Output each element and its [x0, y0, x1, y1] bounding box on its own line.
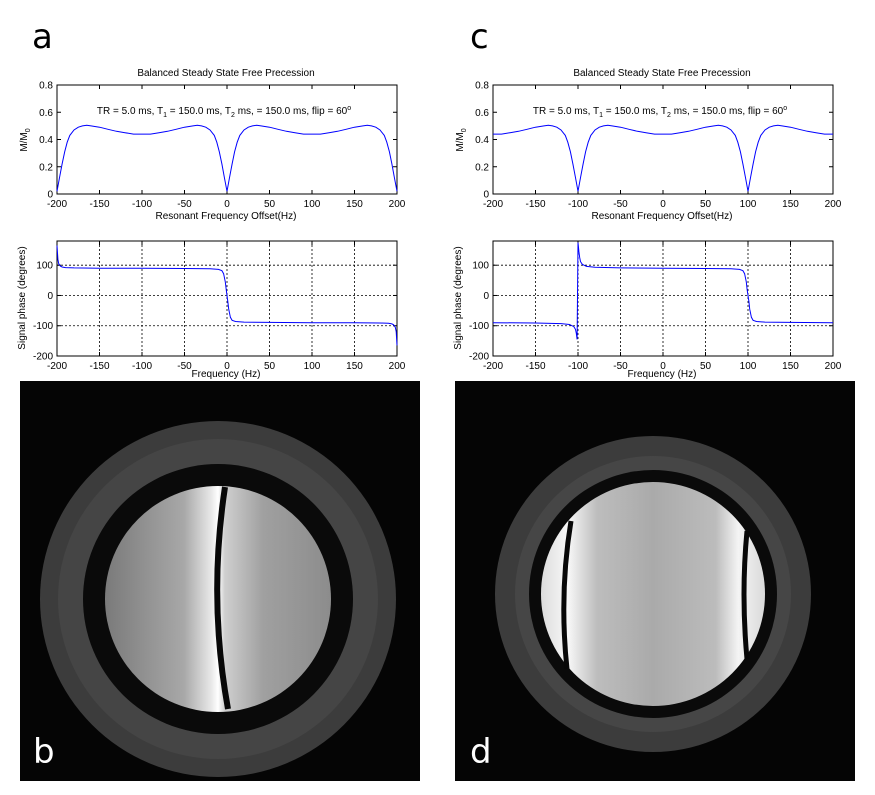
chart-c-magnitude: Balanced Steady State Free Precession -2…	[455, 68, 842, 222]
x-tick-label: 200	[825, 361, 842, 372]
x-tick-label: 50	[264, 199, 276, 210]
x-tick-label: -100	[132, 361, 152, 372]
chart-c-phase: -200 -150 -100 -50 0 50 100 150 200-200-1000100 …	[453, 240, 842, 380]
x-axis-label: Frequency (Hz)	[192, 369, 261, 380]
y-tick-label: 0	[483, 190, 489, 201]
x-tick-label: -50	[177, 361, 192, 372]
x-tick-label: 0	[224, 199, 230, 210]
x-tick-label: 150	[346, 199, 363, 210]
x-tick-label: 200	[389, 361, 406, 372]
x-tick-label: -100	[568, 199, 588, 210]
y-tick-label: 0.2	[475, 162, 489, 173]
x-tick-label: -100	[132, 199, 152, 210]
x-tick-label: -200	[483, 361, 503, 372]
x-tick-label: 150	[782, 199, 799, 210]
chart-title: Balanced Steady State Free Precession	[137, 68, 314, 79]
panel-label-c: c	[470, 17, 489, 57]
x-tick-label: 0	[660, 199, 666, 210]
x-tick-label: -50	[613, 199, 628, 210]
y-tick-label: 0.4	[475, 135, 489, 146]
x-tick-label: 100	[304, 361, 321, 372]
ticks: -200 -150 -100 -50 0 50 100 150 200 0 0.2 0.4 0.6 0.8	[475, 81, 842, 211]
y-axis-label: Signal phase (degrees)	[453, 246, 464, 349]
y-tick-label: 100	[36, 261, 53, 272]
x-tick-label: -200	[483, 199, 503, 210]
chart-annotation: TR = 5.0 ms, T1 = 150.0 ms, T2 ms, = 150…	[533, 105, 787, 119]
x-tick-label: 50	[700, 361, 712, 372]
mri-image-d: d	[455, 381, 855, 781]
x-axis-label: Resonant Frequency Offset(Hz)	[156, 211, 297, 222]
chart-title: Balanced Steady State Free Precession	[573, 68, 750, 79]
y-tick-label: 0	[47, 190, 53, 201]
phantom-d	[495, 436, 811, 752]
x-tick-label: -200	[47, 361, 67, 372]
series-line	[492, 242, 834, 340]
y-tick-label: -200	[469, 352, 489, 363]
y-tick-label: 0	[483, 291, 489, 302]
x-tick-label: -150	[525, 361, 545, 372]
x-tick-label: 0	[660, 361, 666, 372]
x-tick-label: -150	[89, 199, 109, 210]
x-tick-label: -50	[177, 199, 192, 210]
axes-box	[492, 84, 834, 195]
x-tick-label: 50	[700, 199, 712, 210]
y-tick-label: 0.6	[475, 108, 489, 119]
axes-box	[56, 84, 398, 195]
chart-annotation: TR = 5.0 ms, T1 = 150.0 ms, T2 ms, = 150…	[97, 105, 351, 119]
panel-label-a: a	[32, 17, 53, 57]
x-tick-label: 200	[389, 199, 406, 210]
x-tick-label: 50	[264, 361, 276, 372]
x-tick-label: 150	[782, 361, 799, 372]
y-tick-label: 0	[47, 291, 53, 302]
y-tick-label: 0.8	[475, 81, 489, 92]
x-tick-label: 0	[224, 361, 230, 372]
x-axis-label: Frequency (Hz)	[628, 369, 697, 380]
grid	[493, 241, 833, 356]
panel-label-b: b	[33, 732, 55, 772]
series-line	[493, 124, 833, 192]
plots-svg: Balanced Steady State Free Precession -2…	[17, 68, 842, 380]
y-tick-label: 0.6	[39, 108, 53, 119]
x-tick-label: -150	[89, 361, 109, 372]
x-tick-label: -200	[47, 199, 67, 210]
y-tick-label: 0.4	[39, 135, 53, 146]
x-axis-label: Resonant Frequency Offset(Hz)	[592, 211, 733, 222]
x-tick-label: -150	[525, 199, 545, 210]
ticks: -200 -150 -100 -50 0 50 100 150 200 -200 -100 0 100	[469, 241, 842, 372]
x-tick-label: 150	[346, 361, 363, 372]
y-tick-label: -100	[33, 321, 53, 332]
y-axis-label: Signal phase (degrees)	[17, 246, 28, 349]
y-tick-label: -100	[469, 321, 489, 332]
x-tick-label: 100	[304, 199, 321, 210]
chart-a-phase: -200 -150 -100 -50 0 50 100 150 200-200-1000100 …	[17, 240, 406, 380]
mri-image-b: b	[20, 381, 420, 781]
series-line	[56, 124, 398, 192]
x-tick-label: 100	[740, 199, 757, 210]
y-axis-label: M/M0	[455, 128, 468, 151]
y-tick-label: 0.2	[39, 162, 53, 173]
y-tick-label: -200	[33, 352, 53, 363]
panel-label-d: d	[470, 732, 492, 772]
series-line	[56, 245, 398, 346]
chart-a-magnitude: Balanced Steady State Free Precession -2…	[19, 68, 406, 222]
x-tick-label: 200	[825, 199, 842, 210]
y-tick-label: 100	[472, 261, 489, 272]
phantom-b	[40, 421, 396, 777]
x-tick-label: 100	[740, 361, 757, 372]
y-axis-label: M/M0	[19, 128, 32, 151]
x-tick-label: -100	[568, 361, 588, 372]
x-tick-label: -50	[613, 361, 628, 372]
y-tick-label: 0.8	[39, 81, 53, 92]
